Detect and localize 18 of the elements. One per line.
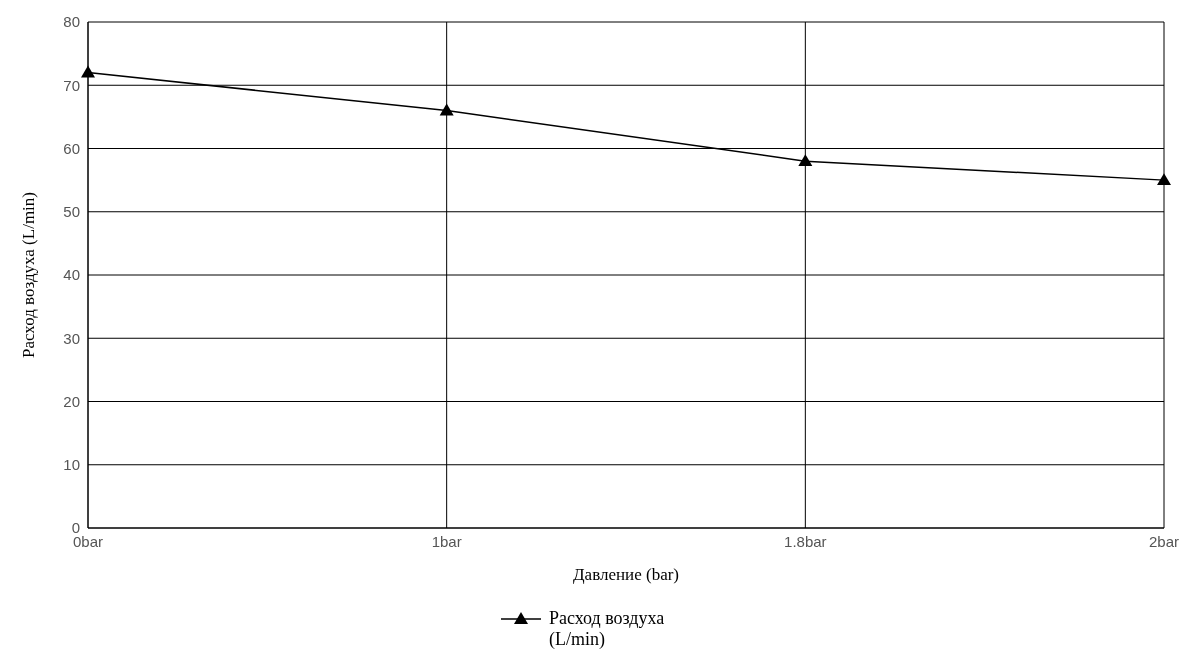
x-tick-label: 1bar [431,532,462,550]
y-tick-label: 60 [63,139,80,157]
point [1157,173,1171,186]
y-tick-label: 10 [63,456,80,474]
y-tick-label: 70 [63,76,80,94]
y-tick-label: 50 [63,203,80,221]
x-tick-label: 2bar [1148,532,1180,550]
y-tick-label: 40 [63,266,80,284]
y-axis-title: Расход воздуха (L/min) [19,192,39,358]
x-tick-label: 1.8bar [784,532,827,550]
legend-label: Расход воздуха (L/min) [549,608,666,650]
point [81,65,95,78]
y-tick-label: 30 [63,329,80,347]
x-axis-title: Давление (bar) [573,565,679,584]
point [439,103,454,116]
y-tick-label: 20 [63,392,80,410]
point [798,154,813,167]
y-tick-label: 80 [63,13,80,31]
